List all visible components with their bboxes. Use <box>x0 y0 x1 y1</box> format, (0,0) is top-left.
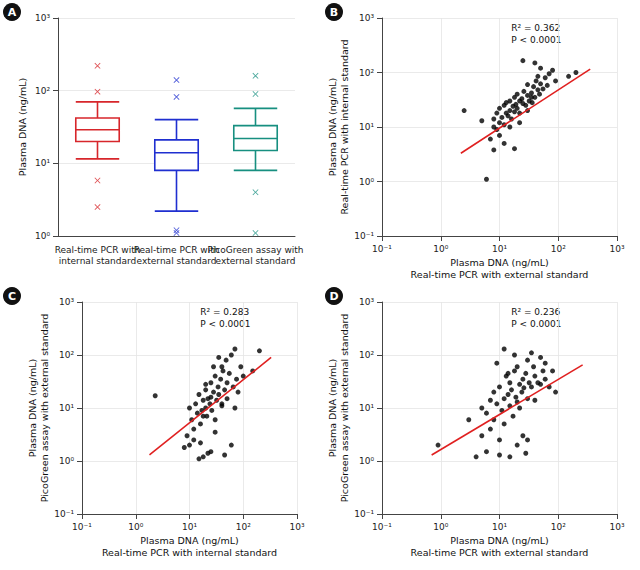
svg-text:10³: 10³ <box>289 522 304 532</box>
svg-text:D: D <box>329 290 338 303</box>
svg-text:10⁻¹: 10⁻¹ <box>354 509 374 519</box>
svg-text:10⁰: 10⁰ <box>359 177 374 187</box>
svg-text:10³: 10³ <box>35 13 50 23</box>
svg-text:P < 0.0001: P < 0.0001 <box>200 319 250 329</box>
svg-text:PicoGreen assay with external: PicoGreen assay with external standard <box>339 314 350 503</box>
svg-text:PicoGreen assay with external: PicoGreen assay with external standard <box>39 314 50 503</box>
svg-text:10⁻¹: 10⁻¹ <box>354 231 374 241</box>
svg-text:R² = 0.236: R² = 0.236 <box>511 307 560 317</box>
svg-text:10⁰: 10⁰ <box>433 244 448 254</box>
svg-text:10²: 10² <box>551 244 566 254</box>
svg-text:Real-time PCR with internal st: Real-time PCR with internal standard <box>102 547 277 558</box>
svg-text:10⁻¹: 10⁻¹ <box>72 522 92 532</box>
svg-text:Plasma DNA (ng/mL): Plasma DNA (ng/mL) <box>140 535 238 546</box>
svg-text:10¹: 10¹ <box>359 403 374 413</box>
svg-text:10²: 10² <box>551 522 566 532</box>
svg-text:Plasma DNA (ng/mL): Plasma DNA (ng/mL) <box>27 359 38 457</box>
svg-text:10⁰: 10⁰ <box>59 456 74 466</box>
svg-text:external standard: external standard <box>137 256 217 266</box>
svg-text:R² = 0.283: R² = 0.283 <box>200 307 249 317</box>
svg-text:10²: 10² <box>359 68 374 78</box>
svg-text:Real-time PCR with external st: Real-time PCR with external standard <box>411 269 589 280</box>
svg-text:P < 0.0001: P < 0.0001 <box>511 35 561 45</box>
svg-text:10²: 10² <box>59 350 74 360</box>
svg-text:10¹: 10¹ <box>359 122 374 132</box>
svg-text:10¹: 10¹ <box>35 158 50 168</box>
svg-text:Plasma DNA (ng/mL): Plasma DNA (ng/mL) <box>17 78 28 176</box>
svg-text:10³: 10³ <box>59 297 74 307</box>
svg-text:Plasma DNA (ng/mL): Plasma DNA (ng/mL) <box>450 257 548 268</box>
svg-text:10⁻¹: 10⁻¹ <box>54 509 74 519</box>
svg-text:Real-time PCR with: Real-time PCR with <box>55 245 141 255</box>
svg-text:10²: 10² <box>359 350 374 360</box>
svg-text:10⁻¹: 10⁻¹ <box>372 244 392 254</box>
svg-text:A: A <box>8 6 17 19</box>
svg-text:10³: 10³ <box>609 522 624 532</box>
svg-text:PicoGreen assay with: PicoGreen assay with <box>208 245 304 255</box>
svg-text:10⁰: 10⁰ <box>128 522 143 532</box>
svg-text:P < 0.0001: P < 0.0001 <box>511 319 561 329</box>
svg-text:Plasma DNA (ng/mL): Plasma DNA (ng/mL) <box>450 535 548 546</box>
svg-text:internal standard: internal standard <box>59 256 136 266</box>
svg-text:Real-time PCR with external st: Real-time PCR with external standard <box>411 547 589 558</box>
svg-text:Real-time PCR with internal st: Real-time PCR with internal standard <box>339 39 350 214</box>
svg-text:10¹: 10¹ <box>492 522 507 532</box>
svg-text:Plasma DNA (ng/mL): Plasma DNA (ng/mL) <box>327 78 338 176</box>
svg-text:B: B <box>330 6 338 19</box>
svg-text:C: C <box>8 290 16 303</box>
svg-text:10⁰: 10⁰ <box>359 456 374 466</box>
svg-text:Real-time PCR with: Real-time PCR with <box>133 244 220 255</box>
svg-text:external standard: external standard <box>216 256 296 266</box>
svg-text:10⁻¹: 10⁻¹ <box>372 522 392 532</box>
svg-text:10²: 10² <box>236 522 251 532</box>
svg-text:10³: 10³ <box>359 13 374 23</box>
svg-text:10³: 10³ <box>359 297 374 307</box>
svg-text:10³: 10³ <box>609 244 624 254</box>
svg-text:10¹: 10¹ <box>182 522 197 532</box>
svg-text:R² = 0.362: R² = 0.362 <box>511 23 560 33</box>
svg-text:10¹: 10¹ <box>492 244 507 254</box>
svg-text:10⁰: 10⁰ <box>35 231 50 241</box>
svg-text:Plasma DNA (ng/mL): Plasma DNA (ng/mL) <box>327 359 338 457</box>
svg-text:10²: 10² <box>35 86 50 96</box>
svg-text:10¹: 10¹ <box>59 403 74 413</box>
svg-text:10⁰: 10⁰ <box>433 522 448 532</box>
